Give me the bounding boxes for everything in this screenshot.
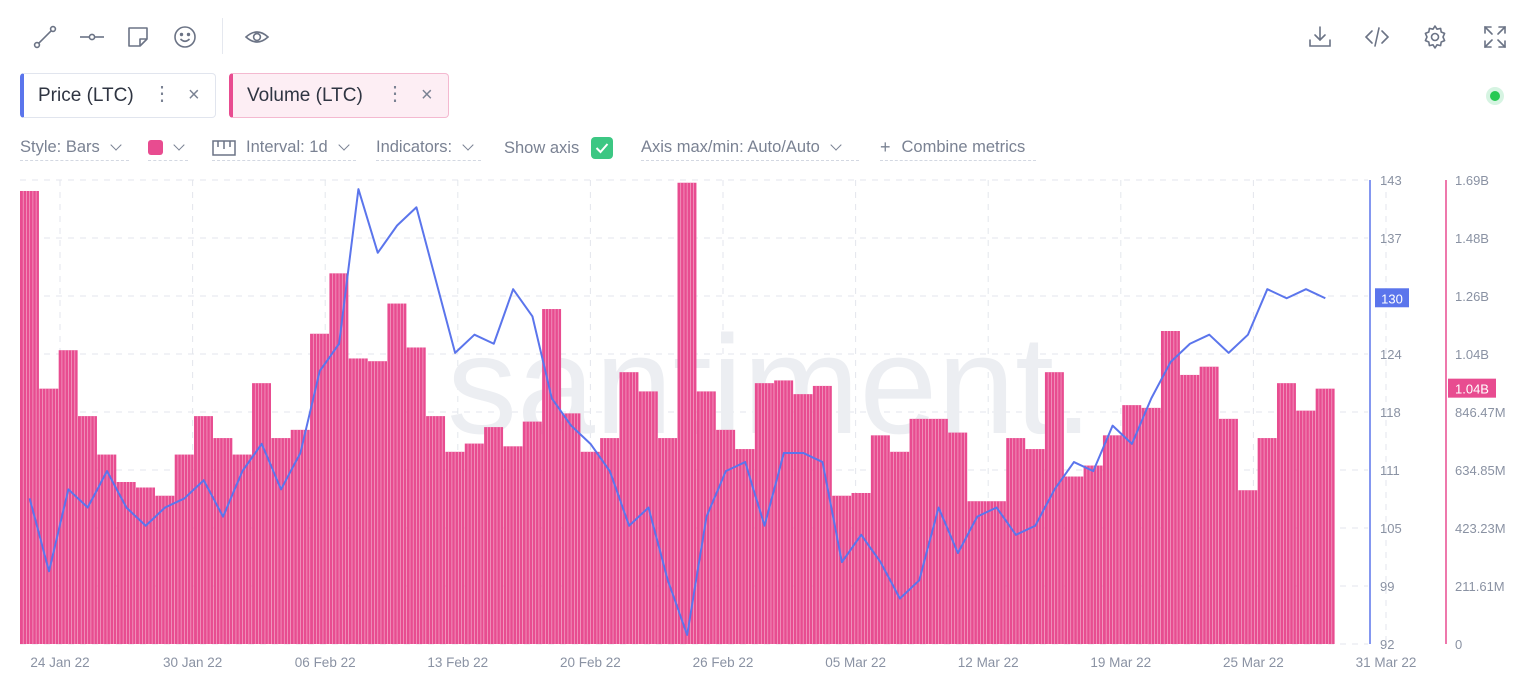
metric-chip-label: Price (LTC): [38, 84, 134, 106]
current-volume-label: 1.04B: [1455, 382, 1489, 397]
price-tick-label: 118: [1380, 405, 1401, 420]
current-price-marker: [1375, 288, 1409, 308]
price-volume-chart[interactable]: santiment. 14313713012411811110599921.69…: [0, 170, 1536, 686]
combine-metrics-button[interactable]: + Combine metrics: [880, 135, 1036, 161]
volume-tick-label: 211.61M: [1455, 579, 1505, 594]
trend-line-icon[interactable]: [30, 22, 60, 52]
download-icon[interactable]: [1305, 22, 1335, 52]
volume-tick-label: 846.47M: [1455, 405, 1506, 420]
color-swatch: [148, 140, 163, 155]
volume-tick-label: 1.69B: [1455, 173, 1489, 188]
chevron-down-icon: [462, 139, 474, 151]
chevron-down-icon: [173, 139, 185, 151]
metric-chip-label: Volume (LTC): [247, 84, 363, 106]
horizontal-line-icon[interactable]: [77, 22, 107, 52]
close-icon[interactable]: ×: [421, 84, 433, 106]
x-tick-label: 30 Jan 22: [163, 655, 222, 670]
eye-icon[interactable]: [242, 22, 272, 52]
chevron-down-icon: [337, 139, 350, 151]
x-tick-label: 12 Mar 22: [958, 655, 1019, 670]
interval-dropdown[interactable]: Interval: 1d: [212, 135, 356, 161]
x-tick-label: 26 Feb 22: [693, 655, 754, 670]
metric-chip-volume[interactable]: Volume (LTC) ⋮ ×: [229, 73, 449, 118]
indicators-dropdown[interactable]: Indicators:: [376, 135, 481, 161]
current-volume-marker: [1448, 378, 1496, 398]
chevron-down-icon: [830, 139, 842, 151]
show-axis-toggle[interactable]: Show axis: [504, 135, 620, 161]
color-picker[interactable]: [148, 135, 188, 161]
axis-maxmin-label: Axis max/min: Auto/Auto: [641, 138, 820, 156]
show-axis-label: Show axis: [504, 138, 580, 157]
x-tick-label: 19 Mar 22: [1090, 655, 1151, 670]
chart-axes: 143 137 130 124 118 111 105 99 92 1.69B 1.48B 1.26B…: [30, 173, 1505, 670]
interval-label: Interval: 1d: [246, 138, 328, 156]
chevron-down-icon: [110, 139, 122, 151]
emoji-icon[interactable]: [170, 22, 200, 52]
combine-metrics-label: Combine metrics: [901, 138, 1026, 156]
price-tick-label: 111: [1380, 463, 1400, 478]
live-status-indicator: [1486, 87, 1504, 105]
style-dropdown[interactable]: Style: Bars: [20, 135, 129, 161]
toolbar-divider: [222, 18, 223, 54]
volume-tick-label: 423.23M: [1455, 521, 1506, 536]
x-tick-label: 20 Feb 22: [560, 655, 621, 670]
price-tick-label: 105: [1380, 521, 1402, 536]
ruler-icon: [212, 139, 236, 156]
close-icon[interactable]: ×: [188, 84, 200, 106]
metric-chip-price[interactable]: Price (LTC) ⋮ ×: [20, 73, 216, 118]
axis-maxmin-dropdown[interactable]: Axis max/min: Auto/Auto: [641, 135, 859, 161]
current-price-label: 130: [1381, 291, 1403, 306]
x-tick-label: 31 Mar 22: [1356, 655, 1417, 670]
price-tick-label: 137: [1380, 231, 1402, 246]
volume-tick-label: 634.85M: [1455, 463, 1506, 478]
note-icon[interactable]: [123, 22, 153, 52]
x-tick-label: 06 Feb 22: [295, 655, 356, 670]
style-label: Style: Bars: [20, 138, 100, 156]
x-tick-label: 25 Mar 22: [1223, 655, 1284, 670]
price-line-group: [28, 188, 1326, 636]
embed-code-icon[interactable]: [1362, 22, 1392, 52]
price-tick-label: 92: [1380, 637, 1394, 652]
volume-tick-label: 1.26B: [1455, 289, 1489, 304]
more-options-icon[interactable]: ⋮: [152, 83, 172, 105]
indicators-label: Indicators:: [376, 138, 453, 156]
x-tick-label: 13 Feb 22: [427, 655, 488, 670]
volume-tick-label: 0: [1455, 637, 1462, 652]
price-line: [28, 188, 1326, 636]
volume-tick-label: 1.48B: [1455, 231, 1489, 246]
price-tick-label: 143: [1380, 173, 1402, 188]
more-options-icon[interactable]: ⋮: [385, 83, 405, 105]
x-tick-label: 05 Mar 22: [825, 655, 886, 670]
checkmark-icon: [595, 143, 609, 154]
volume-tick-label: 1.04B: [1455, 347, 1489, 362]
x-tick-label: 24 Jan 22: [30, 655, 89, 670]
plus-icon: +: [880, 137, 891, 157]
volume-bars: [20, 182, 1335, 645]
show-axis-checkbox[interactable]: [591, 137, 614, 159]
fullscreen-icon[interactable]: [1480, 22, 1510, 52]
price-tick-label: 124: [1380, 347, 1402, 362]
price-tick-label: 99: [1380, 579, 1394, 594]
settings-gear-icon[interactable]: [1420, 22, 1450, 52]
chart-toolbar: [0, 0, 1536, 72]
